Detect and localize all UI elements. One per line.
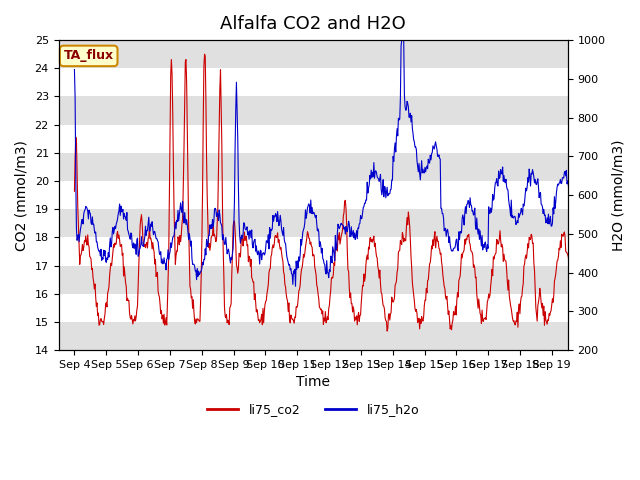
X-axis label: Time: Time xyxy=(296,375,330,389)
Bar xyxy=(58,40,568,68)
Bar xyxy=(58,209,568,237)
Bar xyxy=(58,96,568,125)
Bar xyxy=(58,322,568,350)
Title: Alfalfa CO2 and H2O: Alfalfa CO2 and H2O xyxy=(220,15,406,33)
Text: TA_flux: TA_flux xyxy=(63,49,114,62)
Legend: li75_co2, li75_h2o: li75_co2, li75_h2o xyxy=(202,398,424,421)
Y-axis label: CO2 (mmol/m3): CO2 (mmol/m3) xyxy=(15,140,29,251)
Y-axis label: H2O (mmol/m3): H2O (mmol/m3) xyxy=(611,139,625,251)
Bar xyxy=(58,153,568,181)
Bar xyxy=(58,265,568,294)
